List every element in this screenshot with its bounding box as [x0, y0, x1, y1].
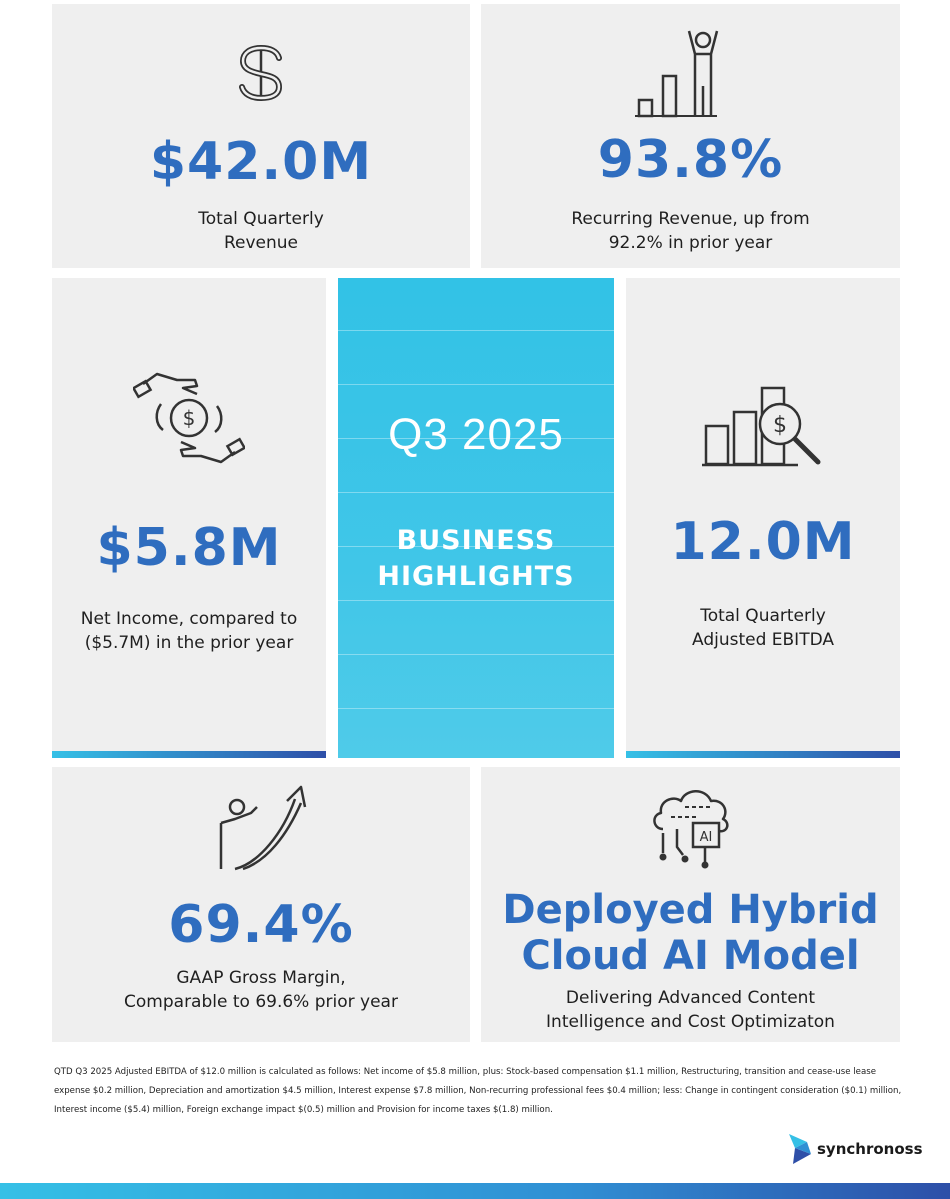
center-rule	[338, 492, 614, 493]
person-rising-arrow-icon	[213, 783, 309, 873]
bar-chart-magnifier-icon: $	[702, 384, 824, 468]
gross-margin-label-line-2: Comparable to 69.6% prior year	[124, 992, 398, 1012]
recurring-label-line-2: 92.2% in prior year	[608, 233, 773, 253]
center-rule	[338, 654, 614, 655]
q3-business-highlights-panel: Q3 2025 BUSINESS HIGHLIGHTS	[338, 278, 614, 758]
revenue-value: $42.0M	[149, 132, 373, 192]
synchronoss-logo: synchronoss	[787, 1131, 923, 1167]
ai-title-line-2: Cloud AI Model	[521, 933, 860, 979]
cloud-ai-icon: AI	[649, 783, 733, 869]
recurring-revenue-value: 93.8%	[597, 130, 784, 190]
gross-margin-card: 69.4% GAAP Gross Margin, Comparable to 6…	[52, 767, 470, 1042]
gross-margin-value: 69.4%	[168, 895, 354, 955]
net-income-label-line-2: ($5.7M) in the prior year	[84, 633, 294, 653]
ai-label-line-1: Delivering Advanced Content	[565, 988, 816, 1008]
center-rule	[338, 384, 614, 385]
hybrid-cloud-ai-title: Deployed Hybrid Cloud AI Model	[481, 887, 900, 979]
net-income-accent-bar	[52, 751, 326, 758]
ebitda-value: 12.0M	[670, 512, 856, 572]
ai-title-line-1: Deployed Hybrid	[502, 887, 879, 933]
ebitda-label-line-1: Total Quarterly	[700, 606, 826, 626]
center-rule	[338, 330, 614, 331]
svg-text:$: $	[183, 406, 196, 430]
recurring-revenue-label: Recurring Revenue, up from 92.2% in prio…	[481, 207, 900, 255]
svg-text:$: $	[773, 413, 787, 438]
svg-text:AI: AI	[699, 830, 712, 845]
ebitda-label: Total Quarterly Adjusted EBITDA	[626, 604, 900, 652]
heading-line-2: HIGHLIGHTS	[377, 561, 575, 592]
center-rule	[338, 546, 614, 547]
hybrid-cloud-ai-card: AI Deployed Hybrid Cloud AI Model Delive…	[481, 767, 900, 1042]
quarter-title: Q3 2025	[388, 410, 564, 459]
net-income-card: $ $5.8M Net Income, compared to ($5.7M) …	[52, 278, 326, 758]
heading-line-1: BUSINESS	[396, 525, 556, 556]
ebitda-footnote: QTD Q3 2025 Adjusted EBITDA of $12.0 mil…	[54, 1067, 902, 1115]
center-rule	[338, 600, 614, 601]
ebitda-card: $ 12.0M Total Quarterly Adjusted EBITDA	[626, 278, 900, 758]
hands-coin-icon: $	[133, 370, 245, 466]
revenue-label-line-1: Total Quarterly	[198, 209, 324, 229]
hybrid-cloud-ai-label: Delivering Advanced Content Intelligence…	[481, 986, 900, 1034]
dollar-sign-icon	[231, 42, 291, 104]
center-rule	[338, 708, 614, 709]
recurring-label-line-1: Recurring Revenue, up from	[571, 209, 810, 229]
net-income-value: $5.8M	[96, 518, 282, 578]
revenue-card: $42.0M Total Quarterly Revenue	[52, 4, 470, 268]
revenue-label: Total Quarterly Revenue	[52, 207, 470, 255]
bottom-accent-bar	[0, 1183, 950, 1199]
ai-label-line-2: Intelligence and Cost Optimizaton	[546, 1012, 835, 1032]
ebitda-label-line-2: Adjusted EBITDA	[691, 630, 835, 650]
logo-brand-name: synchronoss	[817, 1140, 923, 1158]
gross-margin-label: GAAP Gross Margin, Comparable to 69.6% p…	[52, 966, 470, 1014]
recurring-revenue-card: 93.8% Recurring Revenue, up from 92.2% i…	[481, 4, 900, 268]
center-rule	[338, 438, 614, 439]
revenue-label-line-2: Revenue	[223, 233, 299, 253]
net-income-label: Net Income, compared to ($5.7M) in the p…	[52, 607, 326, 655]
growth-person-bars-icon	[634, 28, 747, 120]
business-highlights-heading: BUSINESS HIGHLIGHTS	[338, 523, 614, 595]
ebitda-accent-bar	[626, 751, 900, 758]
synchronoss-logo-icon	[789, 1134, 811, 1164]
gross-margin-label-line-1: GAAP Gross Margin,	[176, 968, 346, 988]
net-income-label-line-1: Net Income, compared to	[80, 609, 298, 629]
